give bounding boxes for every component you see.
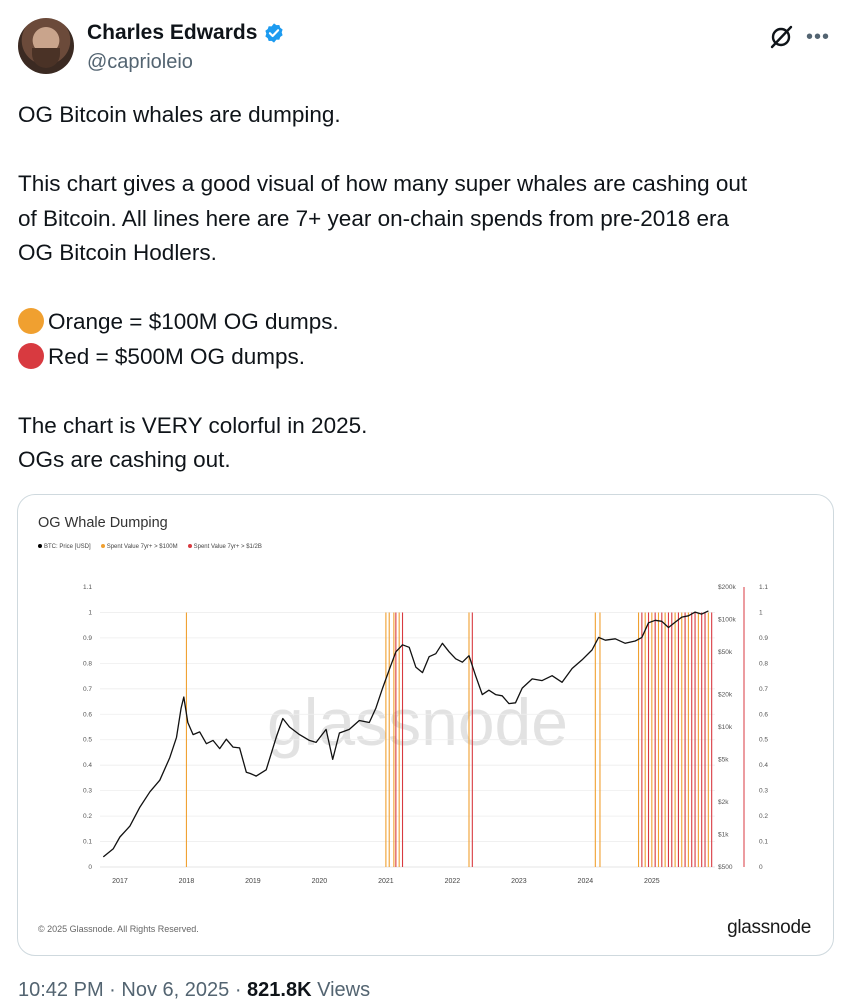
right-tick-label: 1: [759, 609, 763, 616]
right-tick-label: 0.9: [759, 635, 768, 642]
price-tick-label: $5k: [718, 756, 729, 763]
verified-badge-icon: [265, 23, 284, 43]
brand-logo: glassnode: [727, 917, 811, 938]
btc-price-line: [102, 610, 709, 858]
price-tick-label: $100k: [718, 616, 736, 623]
left-tick-label: 0.2: [83, 813, 92, 820]
right-tick-label: 0.5: [759, 737, 768, 744]
x-tick-label: 2018: [179, 878, 195, 885]
views-label: Views: [317, 979, 371, 1001]
tweet-line: of Bitcoin. All lines here are 7+ year o…: [18, 205, 730, 231]
price-tick-label: $200k: [718, 584, 736, 591]
orange-circle-icon: [18, 308, 44, 334]
x-tick-label: 2025: [644, 878, 660, 885]
left-tick-label: 0.9: [83, 635, 92, 642]
price-tick-label: $500: [718, 864, 733, 871]
legend-label: Spent Value 7yr+ > $100M: [106, 544, 178, 550]
right-tick-label: 0.2: [759, 813, 768, 820]
avatar[interactable]: [18, 18, 74, 74]
legend-label: Spent Value 7yr+ > $1/2B: [193, 544, 262, 550]
right-tick-label: 0.8: [759, 660, 768, 667]
chart-legend: BTC: Price [USD] Spent Value 7yr+ > $100…: [38, 544, 262, 550]
left-tick-label: 0.6: [83, 711, 92, 718]
left-tick-label: 0: [88, 864, 92, 871]
tweet-header: Charles Edwards @caprioleio •••: [18, 18, 840, 78]
x-tick-label: 2021: [378, 878, 394, 885]
tweet-time[interactable]: 10:42 PM: [18, 979, 104, 1001]
x-tick-label: 2017: [112, 878, 128, 885]
right-tick-label: 0.7: [759, 686, 768, 693]
tweet-footer: 10:42 PM · Nov 6, 2025 · 821.8K Views: [18, 979, 370, 1002]
tweet-line: OG Bitcoin whales are dumping.: [18, 102, 341, 127]
chart-watermark: glassnode: [267, 685, 568, 759]
orange-text: Orange = $100M OG dumps.: [48, 309, 339, 334]
separator-dot: ·: [234, 979, 248, 1001]
tweet-date[interactable]: Nov 6, 2025: [121, 979, 230, 1001]
author-name[interactable]: Charles Edwards: [87, 21, 285, 45]
tweet-line: This chart gives a good visual of how ma…: [18, 171, 748, 196]
legend-label: BTC: Price [USD]: [44, 544, 91, 550]
right-tick-label: 0.4: [759, 762, 768, 769]
tweet-line: OGs are cashing out.: [18, 447, 231, 472]
author-name-text[interactable]: Charles Edwards: [87, 21, 258, 44]
price-tick-label: $1k: [718, 832, 729, 839]
right-tick-label: 0.1: [759, 839, 768, 846]
left-tick-label: 0.1: [83, 839, 92, 846]
x-tick-label: 2020: [312, 878, 328, 885]
grok-icon[interactable]: [768, 24, 794, 50]
legend-item: BTC: Price [USD]: [38, 544, 91, 550]
price-tick-label: $20k: [718, 692, 733, 699]
tweet-line: OG Bitcoin Hodlers.: [18, 240, 217, 265]
right-tick-label: 1.1: [759, 584, 768, 591]
x-tick-label: 2019: [245, 878, 261, 885]
tweet-line: The chart is VERY colorful in 2025.: [18, 412, 368, 438]
view-count: 821.8K: [247, 979, 312, 1001]
chart-copyright: © 2025 Glassnode. All Rights Reserved.: [38, 924, 199, 934]
left-tick-label: 0.7: [83, 686, 92, 693]
left-tick-label: 0.8: [83, 660, 92, 667]
x-tick-label: 2022: [445, 878, 461, 885]
left-tick-label: 1: [88, 609, 92, 616]
chart-card[interactable]: glassnode 1.1 1 0.9 0.8 0.7 0.6 0.5 0.4 0.3 0.2 0.1…: [17, 494, 834, 956]
left-tick-label: 0.4: [83, 762, 92, 769]
x-tick-label: 2024: [578, 878, 594, 885]
separator-dot: ·: [109, 979, 122, 1001]
right-tick-label: 0.3: [759, 788, 768, 795]
right-tick-label: 0.6: [759, 711, 768, 718]
x-tick-label: 2023: [511, 878, 527, 885]
more-options-icon[interactable]: •••: [805, 26, 830, 48]
chart-svg: glassnode 1.1 1 0.9 0.8 0.7 0.6 0.5 0.4 0.3 0.2 0.1…: [83, 584, 768, 885]
tweet-text: OG Bitcoin whales are dumping. This char…: [18, 98, 840, 478]
author-handle[interactable]: @caprioleio: [87, 51, 193, 73]
legend-item: Spent Value 7yr+ > $1/2B: [187, 544, 262, 550]
left-tick-label: 0.3: [83, 788, 92, 795]
price-tick-label: $2k: [718, 799, 729, 806]
red-text: Red = $500M OG dumps.: [48, 343, 306, 369]
price-tick-label: $50k: [718, 649, 733, 656]
chart-title: OG Whale Dumping: [38, 515, 168, 531]
price-tick-label: $10k: [718, 724, 733, 731]
left-tick-label: 1.1: [83, 584, 92, 591]
left-tick-label: 0.5: [83, 737, 92, 744]
right-tick-label: 0: [759, 864, 763, 871]
red-line: Red = $500M OG dumps.: [18, 340, 840, 375]
legend-item: Spent Value 7yr+ > $100M: [100, 544, 178, 550]
orange-line: Orange = $100M OG dumps.: [18, 305, 840, 340]
red-circle-icon: [18, 342, 44, 369]
